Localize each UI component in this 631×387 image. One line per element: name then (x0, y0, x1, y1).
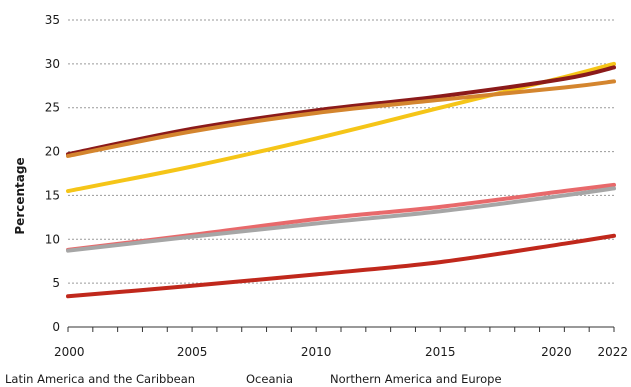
y-tick-label: 10 (45, 232, 60, 246)
series-line-3 (66, 79, 616, 158)
x-tick-label: 2022 (597, 345, 628, 359)
series-line-6 (66, 233, 616, 299)
series-line-2 (66, 65, 616, 157)
legend: Latin America and the Caribbean Oceania No… (5, 372, 502, 386)
y-tick-label: 25 (45, 101, 60, 115)
x-axis-ticks: 2000 2005 2010 2015 2020 2022 (54, 327, 628, 359)
x-tick-label: 2015 (425, 345, 456, 359)
y-tick-label: 30 (45, 57, 60, 71)
y-tick-label: 0 (52, 320, 60, 334)
y-axis-ticks: 0 5 10 15 20 25 30 35 (45, 13, 60, 334)
y-tick-label: 5 (52, 276, 60, 290)
legend-entry: Oceania (246, 372, 293, 386)
legend-entry: Northern America and Europe (330, 372, 502, 386)
y-tick-label: 15 (45, 188, 60, 202)
gridlines (68, 19, 614, 284)
y-axis-title: Percentage (13, 157, 27, 234)
y-tick-label: 35 (45, 13, 60, 27)
legend-entry: Latin America and the Caribbean (5, 372, 195, 386)
x-tick-label: 2005 (177, 345, 208, 359)
x-tick-label: 2000 (54, 345, 85, 359)
series-line-5 (66, 186, 616, 253)
x-tick-label: 2010 (301, 345, 332, 359)
series-lines (66, 61, 616, 299)
x-tick-label: 2020 (541, 345, 572, 359)
y-tick-label: 20 (45, 145, 60, 159)
